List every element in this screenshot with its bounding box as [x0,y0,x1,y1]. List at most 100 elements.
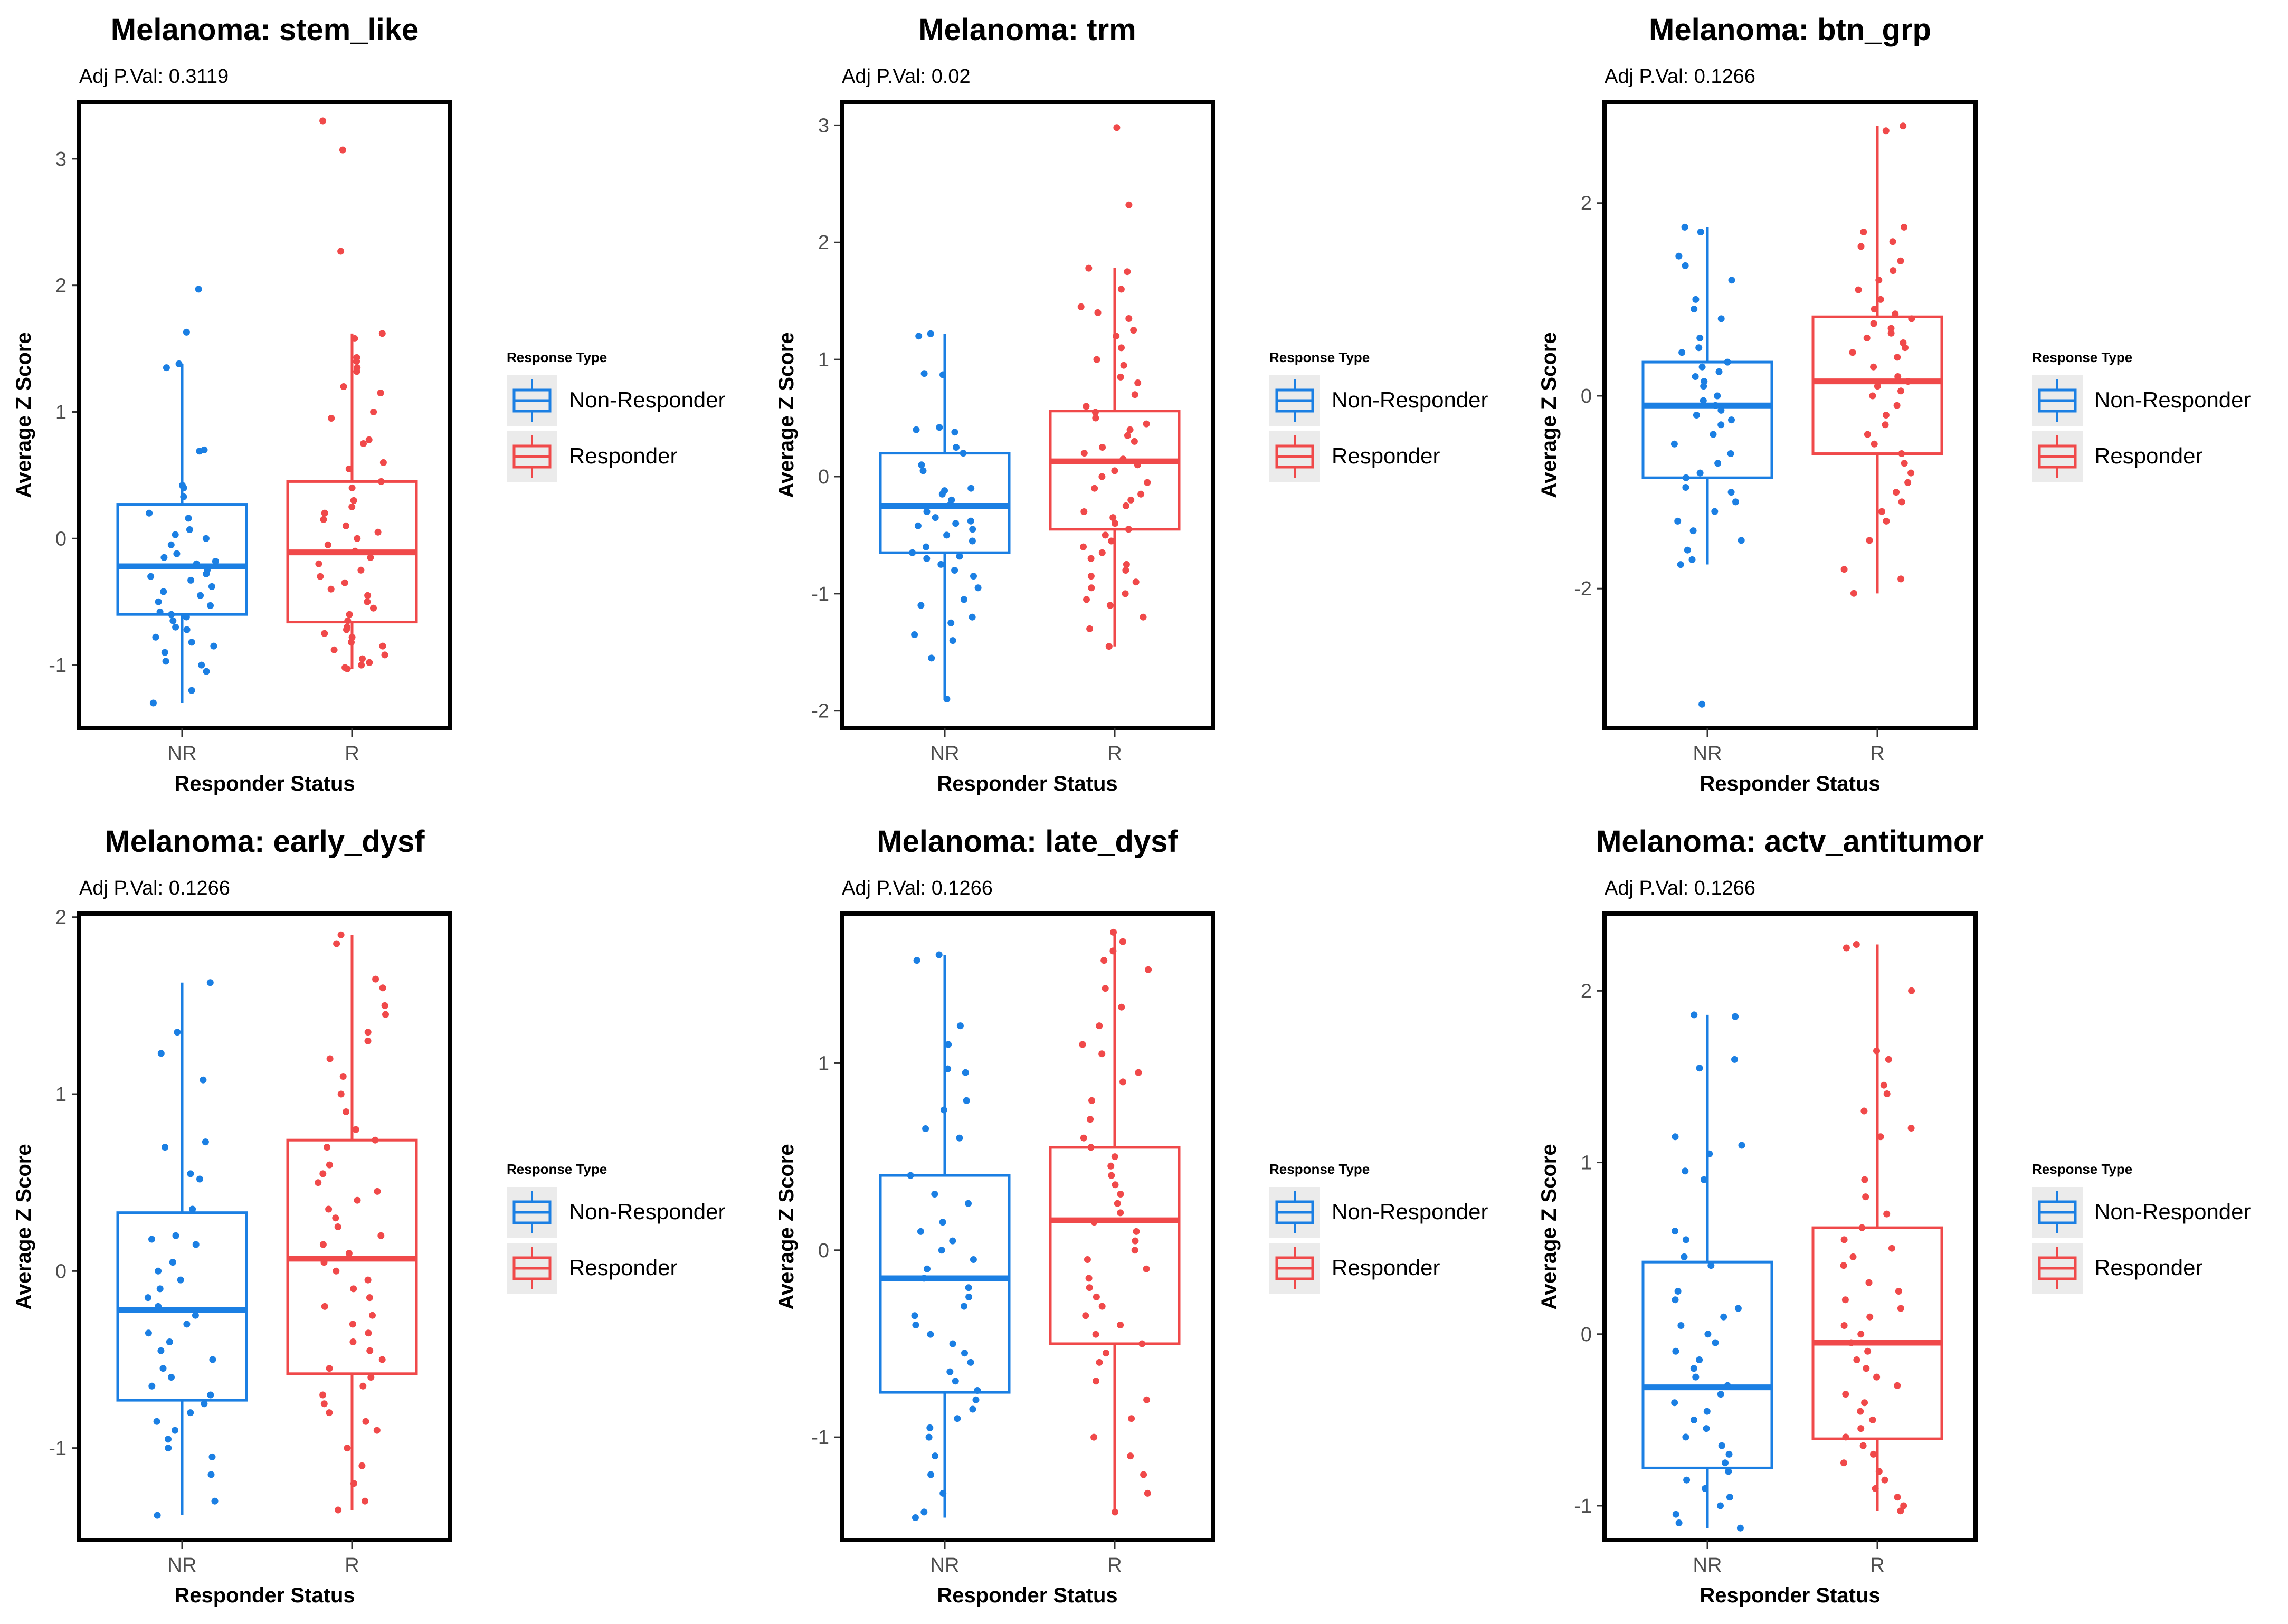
data-point [935,951,943,958]
legend-label: Responder [569,1255,677,1280]
data-point [1093,356,1100,363]
chart-title: Melanoma: early_dysf [105,824,425,859]
data-point [173,550,181,557]
data-point [1850,590,1857,597]
data-point [1706,1150,1713,1157]
y-tick-label: 3 [55,148,67,170]
data-point [1893,402,1901,409]
data-point [352,1126,359,1133]
data-point [169,1259,176,1266]
data-point [1722,1459,1729,1467]
data-point [1691,1011,1698,1019]
data-point [1731,1056,1738,1063]
data-point [1840,566,1848,573]
data-point [1088,1097,1095,1104]
data-point [341,579,348,586]
data-point [202,535,210,542]
data-point [1682,1167,1689,1175]
box-nr [116,364,248,704]
data-point [1847,1339,1855,1346]
legend: Response Type Non-Responder Responder [2032,1161,2251,1294]
data-point [1870,363,1877,371]
box-nr [116,982,248,1516]
x-axis-label: Responder Status [174,772,355,795]
data-point [208,583,215,590]
data-point [920,1508,928,1516]
data-point [1887,325,1895,332]
data-point [1703,1425,1710,1432]
data-point [200,1076,207,1084]
data-point [1840,1236,1848,1243]
data-point [1711,508,1719,515]
data-point [377,390,384,396]
data-point [1144,479,1151,486]
data-point [913,957,920,964]
data-point [326,1409,333,1417]
data-point [1726,1494,1733,1501]
data-point [149,699,157,707]
data-point [353,358,360,365]
data-point [1704,1331,1712,1338]
data-point [1087,573,1095,580]
box-nr [1641,227,1773,565]
y-tick-label: 2 [1581,193,1592,215]
data-point [1143,420,1150,428]
plot-border [1602,911,1978,1542]
data-point [207,1391,214,1399]
data-point [961,1303,967,1310]
data-point [1736,1524,1744,1532]
y-tick-label: 1 [55,402,67,424]
data-point [949,1237,956,1245]
data-point [1125,526,1132,533]
data-point [1862,1193,1869,1201]
data-point [196,1175,203,1183]
data-point [1853,1356,1860,1363]
data-point [1907,469,1915,477]
x-tick-label: NR [168,743,197,765]
data-point [1883,1090,1891,1097]
points-nr [909,330,982,702]
y-tick-label: 1 [818,1052,829,1075]
data-point [360,440,367,447]
data-point [1717,1391,1724,1398]
data-point [943,531,951,539]
data-point [926,1424,934,1431]
data-point [1864,1347,1872,1355]
data-point [364,1037,372,1044]
data-point [337,248,345,255]
data-point [1682,1236,1689,1243]
data-point [156,1285,164,1293]
data-point [159,1365,167,1372]
data-point [161,649,168,656]
data-point [928,654,935,662]
data-point [1872,1485,1879,1492]
data-point [1111,467,1118,474]
chart-title: Melanoma: btn_grp [1649,13,1931,47]
data-point [1715,368,1723,375]
data-point [1707,1262,1715,1269]
data-point [1112,520,1118,527]
data-point [155,598,162,605]
data-point [1122,502,1129,509]
data-point [362,1497,368,1505]
data-point [936,424,943,431]
data-point [944,1065,952,1072]
data-point [1882,421,1889,429]
chart-svg: Melanoma: early_dysf Adj P.Val: 0.1266 -1 0… [12,824,726,1607]
plot-border [77,100,452,730]
data-point [1086,1284,1093,1291]
data-point [362,1418,369,1425]
data-point [358,1462,366,1469]
data-point [1124,268,1131,276]
data-point [1682,1433,1689,1441]
x-axis-label: Responder Status [1700,1584,1880,1607]
legend: Response Type Non-Responder Responder [2032,349,2251,482]
data-point [1703,1408,1711,1415]
data-point [1700,383,1707,390]
data-point [192,1241,200,1248]
data-point [320,1400,328,1408]
data-point [1106,602,1114,609]
data-point [1140,1471,1147,1478]
data-point [346,611,353,618]
